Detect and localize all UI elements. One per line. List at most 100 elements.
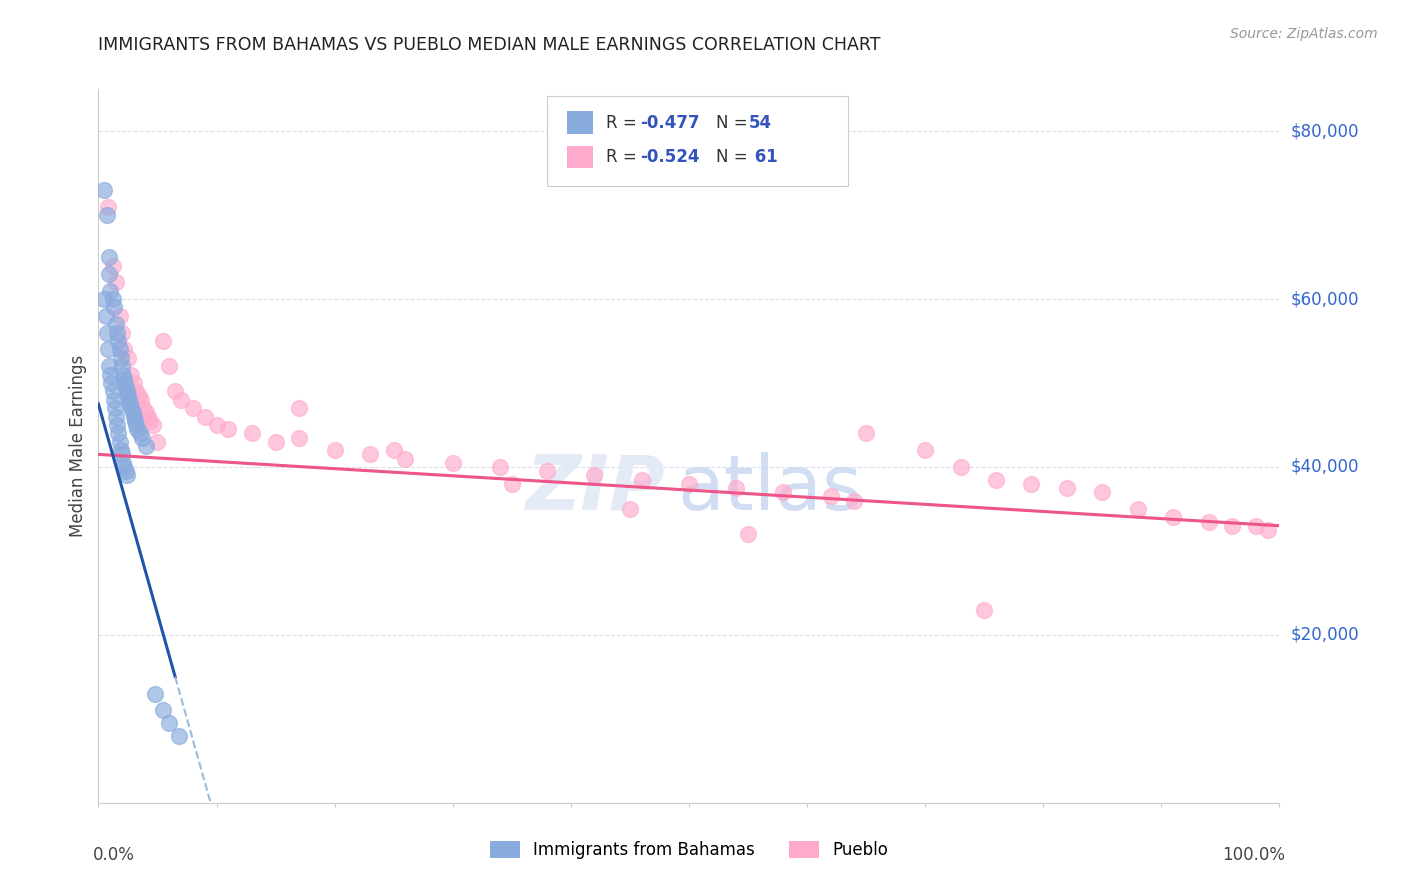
Point [394,451,416,466]
Point [97,343,120,357]
Point [129,392,152,407]
Point [1257,523,1279,537]
Point [382,443,405,458]
Point [619,502,641,516]
Point [128,426,150,441]
Point [101,292,124,306]
Point [107,334,129,348]
Point [678,476,700,491]
Point [121,405,143,419]
Point [120,397,142,411]
Point [124,414,146,428]
Point [115,468,138,483]
Point [501,476,523,491]
Point [112,343,135,357]
Text: ZIP: ZIP [526,452,665,525]
Point [170,392,193,407]
Point [101,259,124,273]
Point [323,443,346,458]
Point [98,284,121,298]
Point [583,468,606,483]
Point [98,359,121,374]
Point [135,439,157,453]
Point [110,443,132,458]
Point [441,456,464,470]
Point [96,208,118,222]
Point [122,376,145,390]
Point [117,351,139,365]
Point [98,368,121,382]
Point [1021,476,1043,491]
Point [136,409,159,424]
Point [1220,518,1243,533]
Point [194,409,217,424]
Point [112,456,135,470]
Text: $80,000: $80,000 [1291,122,1360,140]
Point [98,267,121,281]
Text: Source: ZipAtlas.com: Source: ZipAtlas.com [1230,27,1378,41]
Point [105,275,128,289]
Point [152,703,174,717]
Point [108,434,131,449]
Point [112,368,135,382]
Point [240,426,263,441]
Point [101,384,124,399]
Point [1091,485,1114,500]
Point [288,431,311,445]
Point [855,426,877,441]
Point [105,318,128,332]
Point [105,417,128,432]
Text: IMMIGRANTS FROM BAHAMAS VS PUEBLO MEDIAN MALE EARNINGS CORRELATION CHART: IMMIGRANTS FROM BAHAMAS VS PUEBLO MEDIAN… [98,36,882,54]
Point [112,460,135,475]
Point [105,409,128,424]
Point [1161,510,1184,524]
Point [264,434,287,449]
Text: -0.477: -0.477 [641,114,700,132]
Point [725,481,748,495]
Point [165,384,187,399]
Point [125,384,148,399]
Y-axis label: Median Male Earnings: Median Male Earnings [69,355,87,537]
Point [96,326,118,340]
FancyBboxPatch shape [567,112,593,134]
Point [973,603,995,617]
Point [1244,518,1267,533]
Point [103,392,125,407]
Text: N =: N = [716,148,754,166]
Point [108,343,131,357]
Point [97,200,120,214]
Point [94,309,117,323]
Point [114,380,136,394]
Point [152,334,174,348]
Text: atlas: atlas [678,452,862,525]
Point [1056,481,1078,495]
Point [115,384,138,399]
Point [844,493,866,508]
Point [111,326,134,340]
Point [737,527,759,541]
Point [111,359,134,374]
Point [103,301,125,315]
Text: -0.524: -0.524 [641,148,700,166]
Point [288,401,311,416]
FancyBboxPatch shape [567,145,593,169]
Point [205,417,228,432]
Point [112,372,135,386]
Point [135,405,157,419]
Point [121,401,143,416]
Point [1198,515,1220,529]
Legend: Immigrants from Bahamas, Pueblo: Immigrants from Bahamas, Pueblo [484,834,894,866]
Point [127,422,149,436]
Point [359,447,381,461]
Point [132,401,155,416]
Point [93,292,115,306]
Point [217,422,239,436]
Point [1126,502,1149,516]
Point [167,729,190,743]
Text: 61: 61 [749,148,778,166]
Point [489,460,512,475]
Point [107,426,129,441]
Point [104,401,127,416]
Text: 54: 54 [749,114,772,132]
Point [131,431,153,445]
